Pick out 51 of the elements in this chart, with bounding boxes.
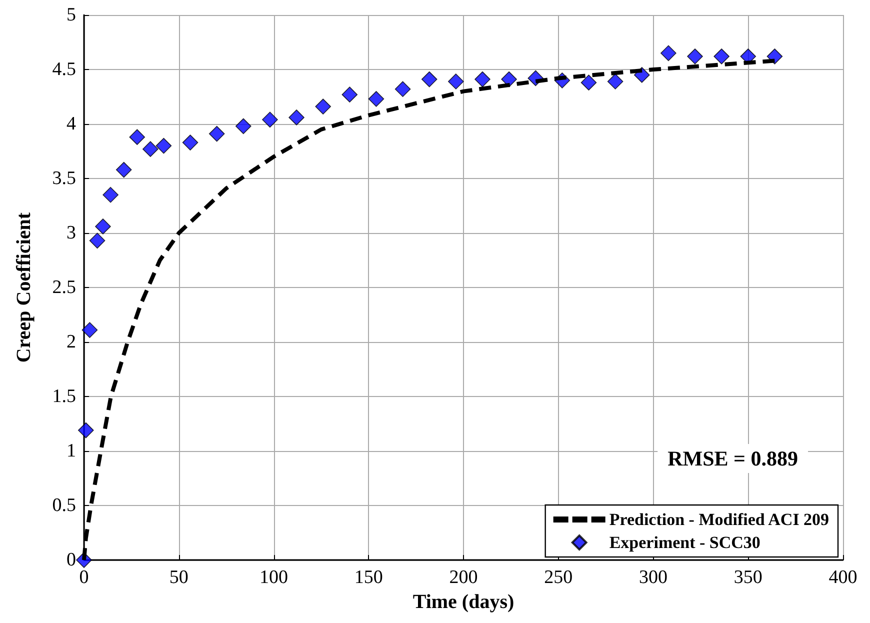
point [142, 141, 158, 157]
point [687, 48, 703, 64]
point [474, 71, 490, 88]
point [78, 422, 94, 438]
point [95, 218, 111, 234]
x-tick-label: 50 [169, 567, 188, 588]
y-tick-label: 3.5 [52, 168, 76, 189]
point [501, 71, 517, 88]
x-tick-label: 100 [260, 567, 288, 588]
y-tick-label: 4.5 [52, 59, 76, 80]
y-tick-label: 1.5 [52, 386, 76, 407]
y-tick-label: 1 [66, 440, 76, 462]
point [235, 118, 252, 134]
point [448, 74, 464, 90]
point [208, 126, 225, 142]
point [156, 138, 172, 154]
y-tick-label: 4 [66, 114, 76, 134]
point [607, 74, 624, 90]
y-tick-label: 5 [66, 4, 76, 26]
point [660, 45, 676, 62]
point [288, 110, 304, 126]
point [182, 134, 198, 150]
point [394, 81, 411, 98]
legend-label: Experiment - SCC30 [609, 533, 760, 552]
x-tick-label: 250 [544, 567, 573, 588]
point [342, 86, 358, 102]
point [714, 48, 730, 64]
y-axis-title: Creep Coefficient [13, 212, 35, 363]
y-tick-label: 2 [66, 332, 76, 352]
x-tick-label: 200 [449, 567, 478, 588]
point [580, 74, 597, 90]
point [129, 129, 146, 145]
y-tick-label: 0 [66, 550, 76, 570]
point [116, 162, 132, 178]
x-tick-label: 350 [734, 567, 762, 588]
x-tick-label: 400 [828, 567, 858, 588]
y-tick-label: 3 [66, 222, 76, 244]
x-tick-label: 300 [639, 567, 668, 588]
x-tick-label: 150 [354, 567, 383, 588]
y-tick-label: 2.5 [52, 277, 76, 298]
y-tick-label: 0.5 [52, 495, 76, 516]
point [262, 112, 278, 128]
legend-label: Prediction - Modified ACI 209 [609, 510, 830, 529]
point [315, 98, 331, 114]
point [421, 71, 438, 88]
annotation: RMSE = 0.889 [668, 446, 798, 470]
x-axis-title: Time (days) [412, 590, 514, 613]
point [82, 322, 98, 338]
point [102, 186, 118, 203]
point [368, 91, 384, 107]
point [89, 232, 106, 249]
